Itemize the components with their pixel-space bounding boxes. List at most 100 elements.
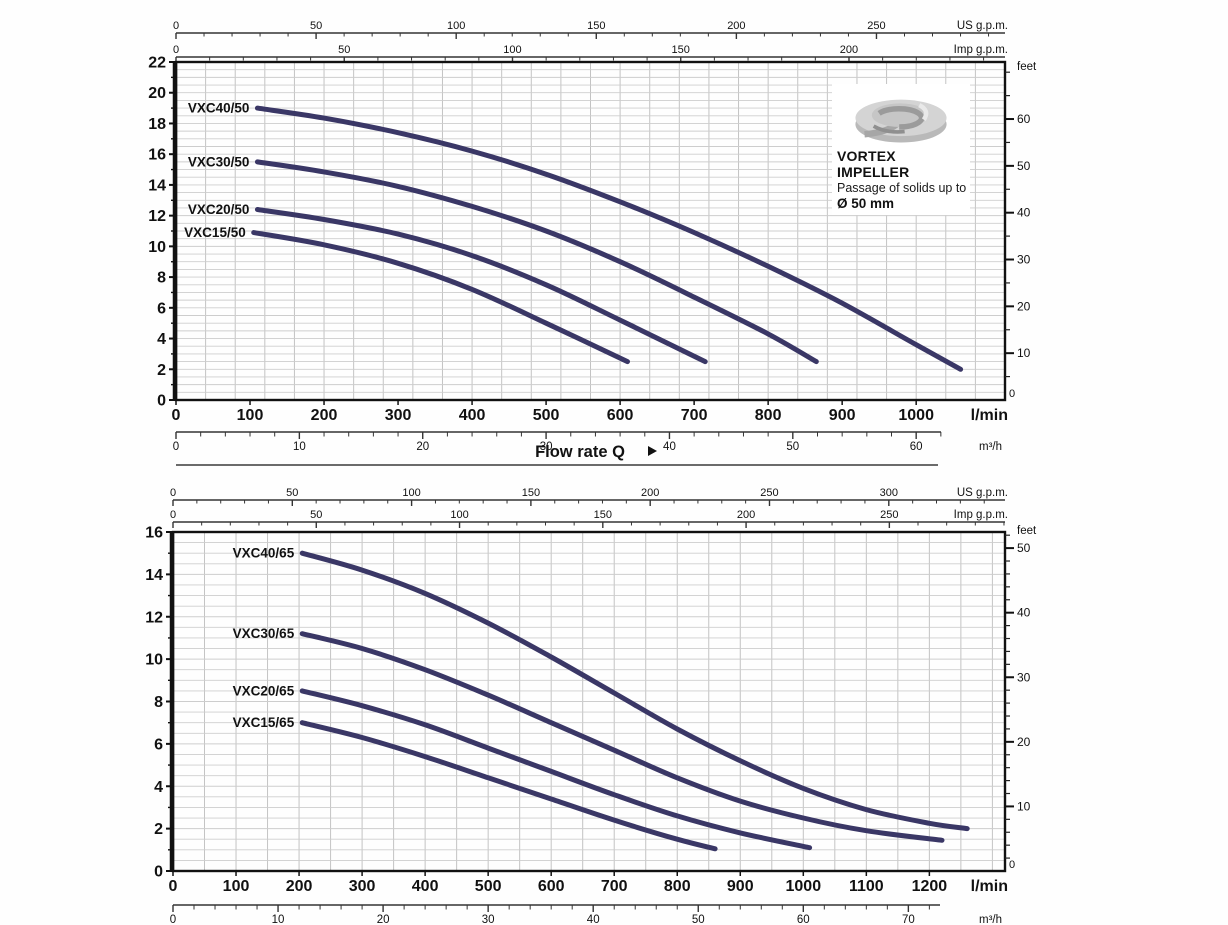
m3h-unit-label: m³/h [979, 441, 1002, 453]
feet-tick-label: 30 [1017, 670, 1031, 684]
lmin-tick-label: 700 [681, 407, 708, 424]
m3h-axis: 0 10 20 30 40 50 60 70 m³/h [170, 904, 1002, 925]
m3h-tick-label: 20 [377, 914, 390, 925]
curve-label-VXC40/50: VXC40/50 [188, 101, 250, 116]
head-axis-tick-label: 2 [157, 362, 166, 379]
head-axis-tick-label: 10 [148, 239, 166, 256]
lmin-tick-label: 400 [459, 407, 486, 424]
us-gpm-axis-tick-label: 250 [760, 487, 778, 499]
curve-label-VXC20/50: VXC20/50 [188, 202, 250, 217]
m3h-tick-label: 30 [482, 914, 495, 925]
us-gpm-axis-unit-label: US g.p.m. [957, 20, 1008, 32]
head-axis: 0 2 4 6 8 10 12 14 16 18 20 22 [148, 55, 176, 410]
pump-chart-vxc65: 0 50 100 150 200 250 300 US g.p.m. 0 50 100 150 200 2… [0, 480, 1228, 925]
head-axis-tick-label: 8 [157, 270, 166, 287]
lmin-tick-label: 500 [475, 878, 502, 895]
head-axis-tick-label: 20 [148, 85, 166, 102]
feet-tick-label: 20 [1017, 299, 1031, 313]
m3h-axis: 0 10 20 30 40 50 60 m³/h [173, 431, 1002, 453]
curve-label-VXC15/50: VXC15/50 [184, 225, 246, 240]
impeller-diameter: Ø 50 mm [837, 196, 895, 211]
imp-gpm-axis: 0 50 100 150 200 Imp g.p.m. [173, 44, 1008, 63]
feet-axis: 10 20 30 40 50 feet 0 [1005, 525, 1037, 871]
m3h-tick-label: 60 [910, 441, 923, 453]
m3h-tick-label: 0 [170, 914, 176, 925]
flow-rate-label: Flow rate Q [535, 443, 625, 461]
pump-chart-vxc50-plot: 0 50 100 150 200 250 US g.p.m.0 50 100 150 200 Imp … [148, 20, 1037, 466]
feet-tick-label: 40 [1017, 606, 1031, 620]
lmin-tick-label: 800 [755, 407, 782, 424]
impeller-info-box-50: VORTEX IMPELLER Passage of solids up to … [832, 84, 970, 215]
m3h-tick-label: 10 [272, 914, 285, 925]
feet-axis-label: feet [1017, 525, 1037, 537]
imp-gpm-axis-tick-label: 200 [737, 509, 755, 521]
imp-gpm-axis-tick-label: 0 [173, 44, 179, 56]
us-gpm-axis-tick-label: 0 [170, 487, 176, 499]
imp-gpm-axis-tick-label: 150 [672, 44, 690, 56]
us-gpm-axis-tick-label: 200 [727, 20, 745, 32]
head-axis-tick-label: 18 [148, 116, 166, 133]
us-gpm-axis-tick-label: 100 [402, 487, 420, 499]
curve-VXC20/50 [254, 206, 708, 365]
us-gpm-axis-tick-label: 50 [310, 20, 322, 32]
feet-zero-label: 0 [1009, 388, 1015, 400]
lmin-tick-label: 200 [311, 407, 338, 424]
curve-VXC40/50 [254, 105, 964, 372]
feet-tick-label: 50 [1017, 541, 1031, 555]
lmin-tick-label: 600 [538, 878, 565, 895]
m3h-tick-label: 50 [786, 441, 799, 453]
flow-rate-arrow-icon [648, 446, 657, 456]
head-axis-tick-label: 8 [154, 694, 163, 711]
head-axis-tick-label: 12 [145, 609, 163, 626]
us-gpm-axis-tick-label: 300 [880, 487, 898, 499]
m3h-tick-label: 40 [587, 914, 600, 925]
grid [173, 532, 1005, 871]
head-axis-tick-label: 14 [145, 567, 163, 584]
lmin-tick-label: 900 [829, 407, 856, 424]
curve-VXC30/50 [254, 159, 819, 365]
lmin-tick-label: 1200 [912, 878, 948, 895]
head-axis-tick-label: 12 [148, 208, 166, 225]
feet-axis-label: feet [1017, 61, 1037, 73]
imp-gpm-axis: 0 50 100 150 200 250 Imp g.p.m. [170, 509, 1008, 528]
imp-gpm-axis-tick-label: 0 [170, 509, 176, 521]
head-axis-tick-label: 0 [154, 864, 163, 881]
lmin-tick-label: 600 [607, 407, 634, 424]
head-axis-tick-label: 4 [154, 779, 163, 796]
imp-gpm-axis-tick-label: 50 [338, 44, 350, 56]
imp-gpm-axis-tick-label: 50 [310, 509, 322, 521]
lmin-tick-label: 0 [169, 878, 178, 895]
head-axis-tick-label: 2 [154, 821, 163, 838]
feet-tick-label: 30 [1017, 253, 1031, 267]
feet-tick-label: 10 [1017, 346, 1031, 360]
m3h-tick-label: 60 [797, 914, 810, 925]
imp-gpm-axis-unit-label: Imp g.p.m. [954, 509, 1008, 521]
m3h-tick-label: 10 [293, 441, 306, 453]
curve-VXC30/65 [299, 631, 945, 843]
m3h-unit-label: m³/h [979, 914, 1002, 925]
feet-axis: 10 20 30 40 50 60 feet 0 [1005, 61, 1037, 400]
head-axis-tick-label: 6 [154, 736, 163, 753]
lmin-tick-label: 700 [601, 878, 628, 895]
pump-chart-vxc50: 0 50 100 150 200 250 US g.p.m. 0 50 100 150 200 Imp … [148, 20, 1037, 466]
pump-chart-vxc65-plot: 0 50 100 150 200 250 300 US g.p.m.0 50 100 150 200 2… [145, 487, 1037, 925]
m3h-tick-label: 20 [416, 441, 429, 453]
head-axis: 0 2 4 6 8 10 12 14 16 [145, 525, 173, 881]
curve-VXC40/65 [299, 550, 970, 832]
imp-gpm-axis-tick-label: 150 [594, 509, 612, 521]
lmin-unit-label: l/min [971, 878, 1008, 895]
us-gpm-axis-unit-label: US g.p.m. [957, 487, 1008, 499]
lmin-axis: 0 100 200 300 400 500 600 700 800 900 1000 l/min [172, 400, 1008, 424]
lmin-unit-label: l/min [971, 407, 1008, 424]
lmin-tick-label: 800 [664, 878, 691, 895]
pump-curves: VXC40/65 VXC30/65 VXC20/65 VXC15/65 [233, 546, 970, 852]
curve-VXC20/65 [299, 688, 813, 851]
feet-zero-label: 0 [1009, 859, 1015, 871]
curve-label-VXC15/65: VXC15/65 [233, 715, 295, 730]
curve-label-VXC30/50: VXC30/50 [188, 154, 250, 169]
head-axis-tick-label: 16 [145, 525, 163, 542]
curve-label-VXC30/65: VXC30/65 [233, 626, 295, 641]
m3h-tick-label: 70 [902, 914, 915, 925]
lmin-tick-label: 300 [385, 407, 412, 424]
imp-gpm-axis-tick-label: 100 [450, 509, 468, 521]
